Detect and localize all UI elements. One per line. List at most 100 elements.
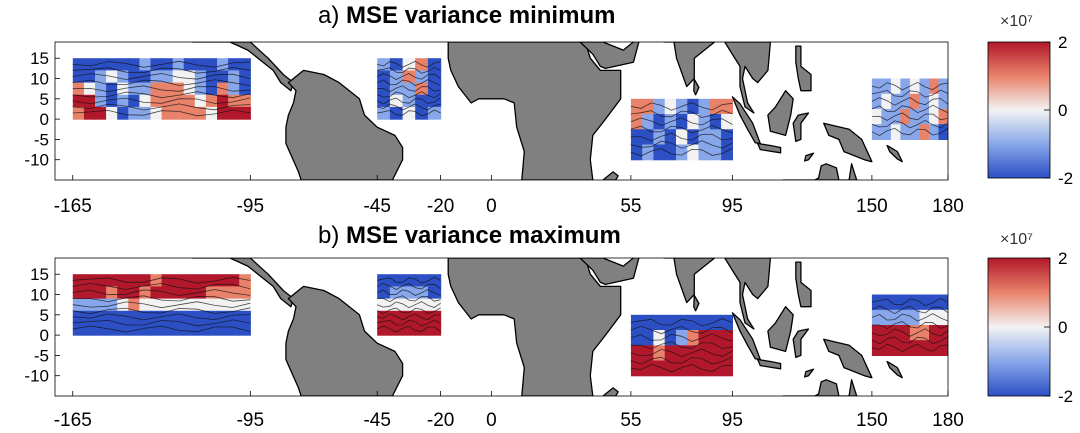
heat-cell bbox=[871, 109, 882, 125]
heat-cell bbox=[83, 58, 96, 71]
colorbar-exponent: ×10⁷ bbox=[1000, 231, 1033, 248]
heat-cell bbox=[389, 70, 404, 84]
x-tick-label: 150 bbox=[856, 410, 888, 431]
contour-line bbox=[72, 325, 251, 333]
heat-cell bbox=[377, 274, 391, 287]
heat-cell bbox=[239, 322, 251, 336]
land-africa bbox=[447, 42, 622, 180]
contour-line bbox=[630, 318, 733, 327]
contour-line bbox=[630, 356, 733, 365]
heat-cell bbox=[183, 70, 196, 84]
land-sulawesi bbox=[792, 328, 810, 359]
x-tick-label: -95 bbox=[237, 410, 264, 431]
heat-cell bbox=[172, 310, 185, 324]
colorbar-tick-label: 2 bbox=[1058, 33, 1067, 52]
x-tick-label: 55 bbox=[620, 196, 641, 217]
heat-cell bbox=[664, 98, 677, 115]
heat-cell bbox=[161, 106, 174, 120]
heat-cell bbox=[128, 286, 140, 300]
heat-cell bbox=[427, 106, 442, 120]
panel-b-label: b) bbox=[318, 222, 340, 249]
land-australia bbox=[782, 379, 858, 396]
heat-cell bbox=[128, 298, 140, 312]
heat-cell bbox=[630, 98, 643, 115]
heat-cell bbox=[228, 322, 240, 336]
y-tick-label: 0 bbox=[40, 326, 49, 345]
heat-cell bbox=[871, 340, 882, 356]
contour-line bbox=[377, 91, 441, 99]
heat-cell bbox=[205, 106, 218, 120]
y-tick-label: -5 bbox=[34, 130, 49, 149]
contour-line bbox=[72, 313, 251, 321]
heat-cell bbox=[721, 360, 733, 377]
heat-cell bbox=[664, 360, 677, 377]
land-madagascar bbox=[602, 387, 619, 396]
heat-cell bbox=[128, 58, 140, 71]
heat-cell bbox=[194, 274, 207, 287]
heat-cell bbox=[83, 70, 96, 84]
heat-cell bbox=[106, 274, 118, 287]
heat-cell bbox=[676, 345, 688, 362]
heat-cell bbox=[228, 82, 240, 96]
heat-cell bbox=[205, 274, 218, 287]
x-tick-label: -45 bbox=[363, 410, 390, 431]
x-tick-label: 180 bbox=[932, 410, 964, 431]
panel-a-colorbar bbox=[987, 41, 1051, 179]
contour-line bbox=[72, 295, 251, 303]
heat-cell bbox=[83, 82, 96, 96]
heat-cell bbox=[106, 58, 118, 71]
heat-cell bbox=[890, 109, 901, 125]
contour-line bbox=[630, 363, 733, 373]
heat-cell bbox=[172, 94, 185, 108]
heat-cell bbox=[239, 82, 251, 96]
heat-cell bbox=[653, 144, 666, 161]
land-java bbox=[757, 358, 782, 370]
heat-cell bbox=[377, 322, 391, 336]
heat-cell bbox=[630, 360, 643, 377]
x-tick-label: 95 bbox=[722, 196, 743, 217]
heat-cell bbox=[698, 314, 711, 331]
heat-cell bbox=[205, 58, 218, 71]
x-tick-label: -20 bbox=[427, 196, 454, 217]
heat-cell bbox=[194, 58, 207, 71]
land-timor bbox=[804, 152, 815, 162]
heat-cell bbox=[95, 82, 107, 96]
heat-cell bbox=[871, 93, 882, 110]
land-solomons bbox=[886, 144, 903, 163]
heat-cell bbox=[172, 106, 185, 120]
heat-cell bbox=[900, 325, 911, 341]
contour-line bbox=[871, 343, 948, 353]
land-srilanka bbox=[693, 294, 700, 312]
x-tick-label: -165 bbox=[54, 410, 92, 431]
heat-cell bbox=[128, 322, 140, 336]
heat-cell bbox=[687, 114, 700, 130]
heat-cell bbox=[427, 70, 442, 84]
heat-cell bbox=[217, 274, 229, 287]
contour-line bbox=[377, 73, 441, 80]
heat-cell bbox=[106, 106, 118, 120]
panel-b-title: b) MSE variance maximum bbox=[318, 222, 621, 250]
y-tick-label: 15 bbox=[30, 49, 49, 68]
heat-cell bbox=[900, 309, 911, 326]
contour-line bbox=[72, 66, 251, 74]
heat-cell bbox=[172, 286, 185, 300]
heat-cell bbox=[194, 322, 207, 336]
colorbar-exponent: ×10⁷ bbox=[1000, 13, 1033, 30]
heat-cell bbox=[95, 106, 107, 120]
heat-cell bbox=[128, 310, 140, 324]
heat-cell bbox=[217, 298, 229, 312]
land-india bbox=[663, 258, 716, 304]
heat-cell bbox=[427, 274, 442, 287]
land-south-america bbox=[285, 69, 404, 180]
heat-cell bbox=[128, 106, 140, 120]
heat-cell bbox=[929, 109, 940, 125]
contour-line bbox=[630, 125, 733, 134]
x-tick-label: -95 bbox=[237, 196, 264, 217]
heat-cell bbox=[721, 144, 733, 161]
heat-cell bbox=[642, 360, 655, 377]
panel-b-frame bbox=[54, 257, 949, 397]
heat-cell bbox=[194, 106, 207, 120]
heat-cell bbox=[664, 330, 677, 346]
y-tick-label: -10 bbox=[24, 367, 49, 386]
